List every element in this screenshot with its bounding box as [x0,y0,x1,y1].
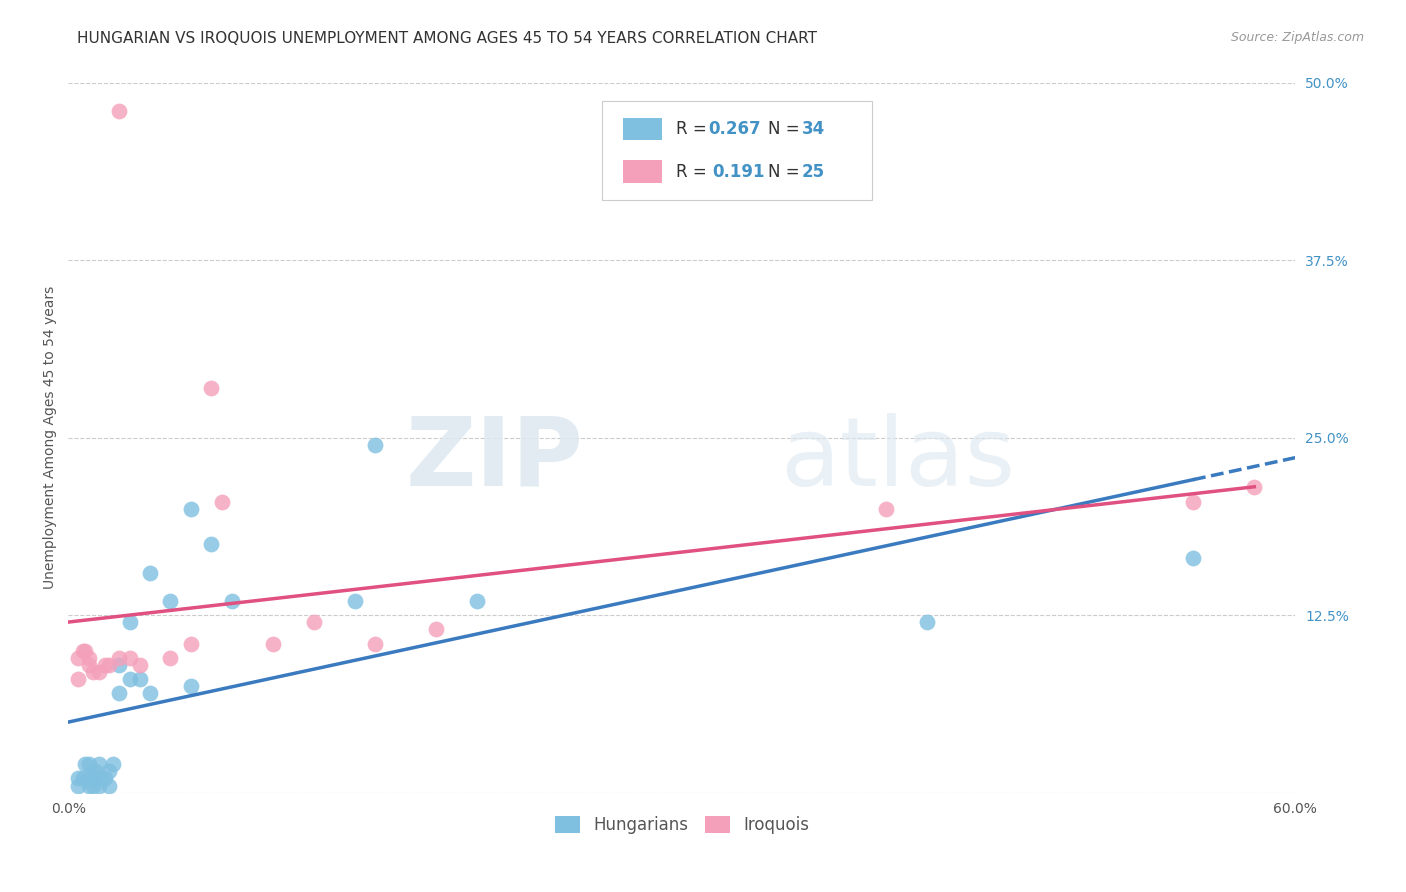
Point [94,772,117,786]
Point [159,650,181,665]
Point [1181,494,1204,508]
Point [200,381,222,395]
Text: 34: 34 [801,120,825,138]
Point [364,637,387,651]
Point [108,686,131,700]
Point [118,672,141,686]
Text: ZIP: ZIP [406,413,583,506]
Point [73,643,96,657]
Text: 0.191: 0.191 [713,162,765,181]
Point [118,650,141,665]
Point [67,672,90,686]
Point [87,757,110,772]
Point [77,757,100,772]
Point [98,764,121,779]
Point [343,594,366,608]
Point [200,537,222,551]
Point [72,772,94,786]
Point [128,672,150,686]
FancyBboxPatch shape [623,161,662,183]
Point [82,665,104,679]
Text: Source: ZipAtlas.com: Source: ZipAtlas.com [1230,31,1364,45]
Point [87,779,110,793]
Point [128,657,150,672]
Point [87,772,110,786]
Point [83,764,105,779]
Point [77,650,100,665]
Point [94,657,117,672]
Point [159,594,181,608]
FancyBboxPatch shape [623,118,662,140]
Point [211,494,233,508]
Text: 25: 25 [801,162,825,181]
Point [221,594,243,608]
Text: N =: N = [768,162,804,181]
Point [87,665,110,679]
Point [77,657,100,672]
Point [465,594,488,608]
Point [103,757,125,772]
Point [915,615,938,630]
Point [364,438,387,452]
Point [82,772,104,786]
Point [67,772,90,786]
Point [118,615,141,630]
Point [180,501,202,516]
Point [108,104,131,119]
Point [108,650,131,665]
Point [77,772,100,786]
Legend: Hungarians, Iroquois: Hungarians, Iroquois [554,816,808,834]
Point [77,779,100,793]
Text: R =: R = [676,162,717,181]
Point [67,650,90,665]
Point [67,779,90,793]
FancyBboxPatch shape [602,101,872,200]
Point [82,779,104,793]
Point [98,657,121,672]
Point [72,643,94,657]
Text: HUNGARIAN VS IROQUOIS UNEMPLOYMENT AMONG AGES 45 TO 54 YEARS CORRELATION CHART: HUNGARIAN VS IROQUOIS UNEMPLOYMENT AMONG… [77,31,817,46]
Y-axis label: Unemployment Among Ages 45 to 54 years: Unemployment Among Ages 45 to 54 years [44,286,58,590]
Point [1243,480,1265,494]
Point [98,779,121,793]
Point [180,637,202,651]
Point [262,637,284,651]
Text: atlas: atlas [780,413,1015,506]
Point [108,657,131,672]
Point [425,623,447,637]
Point [875,501,897,516]
Text: N =: N = [768,120,804,138]
Point [139,686,162,700]
Point [302,615,325,630]
Text: R =: R = [676,120,711,138]
Text: 0.267: 0.267 [709,120,761,138]
Point [139,566,162,580]
Point [180,679,202,693]
Point [73,757,96,772]
Point [1181,551,1204,566]
